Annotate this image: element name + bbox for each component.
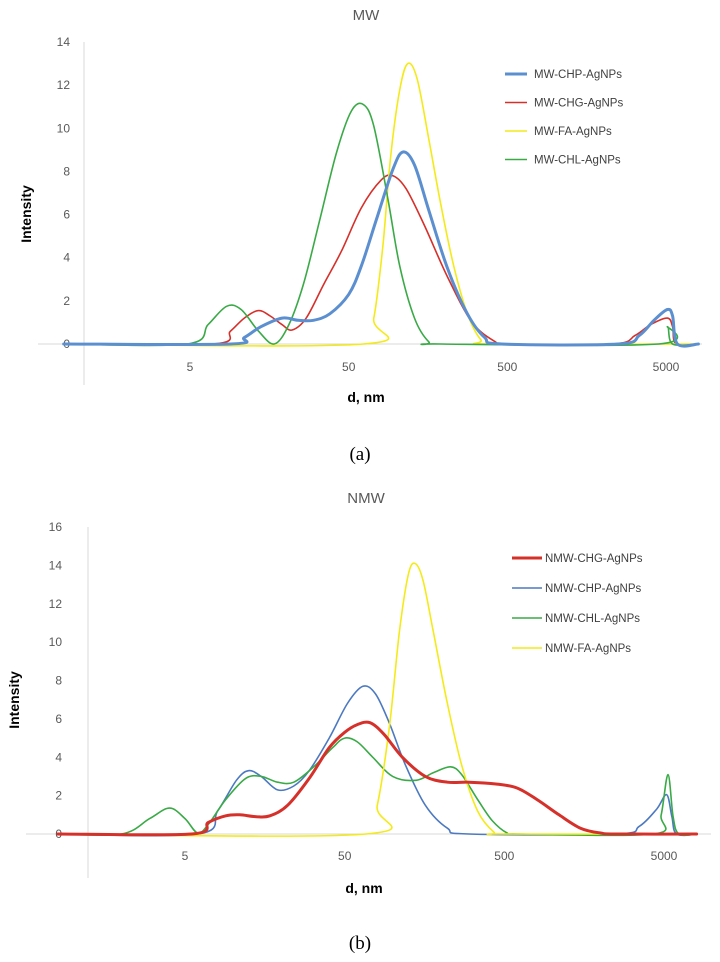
series-line-mw-chl-agnps [62,102,700,347]
x-tick-label: 5000 [653,360,680,374]
series-line-mw-chp-agnps [62,150,700,348]
x-axis-label: d, nm [347,389,384,405]
legend-label: MW-FA-AgNPs [534,126,612,138]
chart-title: NMW [347,490,385,507]
legend: NMW-CHG-AgNPs NMW-CHP-AgNPs NMW-CHL-AgNPs N… [512,553,643,655]
legend-label: NMW-CHL-AgNPs [545,613,640,625]
y-tick-label: 10 [57,121,71,135]
y-tick-label: 14 [57,35,71,49]
y-tick-label: 4 [55,750,62,764]
x-tick-label: 5 [187,360,194,374]
y-axis-label: Intensity [6,671,22,729]
legend-label: MW-CHG-AgNPs [534,98,623,110]
legend-label: MW-CHL-AgNPs [534,155,621,167]
x-axis-label: d, nm [345,880,382,896]
y-tick-label: 2 [63,294,70,308]
x-tick-label: 500 [497,360,517,374]
x-tick-label: 5 [182,849,189,863]
legend-label: NMW-CHP-AgNPs [545,583,642,595]
y-tick-label: 4 [63,251,70,265]
y-tick-label: 8 [63,164,70,178]
y-tick-label: 8 [55,674,62,688]
x-tick-label: 50 [342,360,356,374]
series-line-mw-fa-agnps [62,62,700,347]
legend-label: NMW-FA-AgNPs [545,643,631,655]
x-tick-label: 5000 [651,849,678,863]
y-tick-label: 16 [49,520,63,534]
panel-caption: (a) [349,444,370,465]
panel-caption: (b) [349,933,371,954]
legend-label: NMW-CHG-AgNPs [545,553,643,565]
y-tick-label: 12 [57,78,71,92]
y-axis-label: Intensity [18,185,34,243]
y-tick-label: 6 [63,208,70,222]
chart-title: MW [353,7,380,24]
x-tick-label: 500 [494,849,514,863]
series-line-nmw-chl-agnps [57,737,698,837]
x-tick-label: 50 [338,849,352,863]
series-line-nmw-chg-agnps [56,720,699,837]
y-tick-label: 14 [49,558,63,572]
legend: MW-CHP-AgNPs MW-CHG-AgNPs MW-FA-AgNPs MW-CH… [505,69,623,167]
legend-label: MW-CHP-AgNPs [534,69,622,81]
y-tick-label: 2 [55,789,62,803]
series-line-nmw-chp-agnps [57,685,698,837]
y-tick-label: 12 [49,597,63,611]
y-tick-label: 6 [55,712,62,726]
y-tick-label: 10 [49,635,63,649]
series-line-nmw-fa-agnps [57,562,698,837]
